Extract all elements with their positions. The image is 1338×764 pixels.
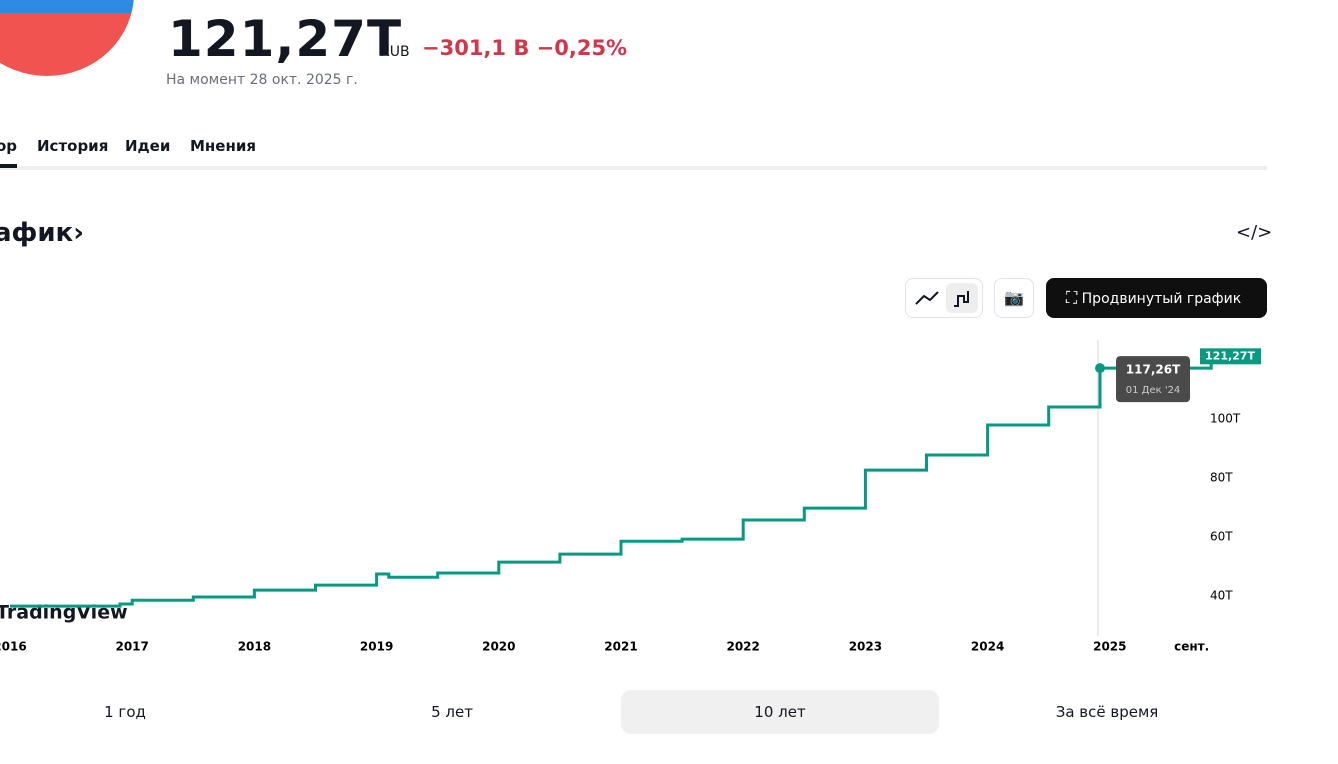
currency: RUB (380, 44, 410, 60)
y-tick-label: 40T (1210, 589, 1233, 603)
x-tick-label: 2020 (482, 640, 515, 654)
tab[interactable]: Мнения (190, 137, 256, 155)
price: 121,27T (168, 10, 403, 68)
last-value-label: 121,27T (1205, 349, 1255, 362)
tab[interactable]: История (37, 137, 109, 155)
tab[interactable]: Идеи (125, 137, 171, 155)
y-tick-label: 60T (1210, 530, 1233, 544)
tabs: ор История Идеи Мнения (0, 134, 1267, 170)
advanced-label: Продвинутый график (1081, 291, 1242, 307)
tooltip-date: 01 Дек '24 (1126, 385, 1181, 396)
x-tick-label: 2022 (726, 640, 759, 654)
price-line (10, 356, 1213, 608)
range-button[interactable]: 1 год (104, 703, 146, 721)
tooltip-value: 117,26T (1126, 363, 1181, 377)
x-tick-label: 2018 (238, 640, 271, 654)
range-button[interactable]: За всё время (1055, 703, 1159, 721)
tab[interactable]: ор (0, 137, 18, 168)
x-tick-label: 2016 (0, 640, 27, 654)
change: −301,1 B −0,25% (422, 36, 628, 60)
as-of: На момент 28 окт. 2025 г. (166, 72, 358, 88)
hover-point (1095, 363, 1106, 374)
range-button[interactable]: 5 лет (431, 703, 473, 721)
x-tick-label: 2025 (1093, 640, 1126, 654)
x-tick-label: 2017 (115, 640, 148, 654)
chart-style-buttons (905, 278, 983, 318)
y-tick-label: 80T (1210, 471, 1233, 485)
x-tick-label: 2023 (849, 640, 882, 654)
x-tick-label: 2021 (604, 640, 637, 654)
screenshot-button[interactable]: 📷 (994, 278, 1034, 318)
y-tick-label: 100T (1210, 412, 1241, 426)
x-tick-label: сент. (1174, 640, 1209, 654)
x-tick-label: 2024 (971, 640, 1004, 654)
last-value-box (1200, 348, 1261, 365)
tooltip-box (1116, 356, 1191, 403)
advanced-button[interactable]: ⛶ Продвинутый график (1046, 278, 1267, 318)
range-button[interactable]: 10 лет (621, 690, 939, 734)
style-icons[interactable] (906, 279, 982, 317)
section-title[interactable]: афик› (0, 218, 84, 248)
x-tick-label: 2019 (360, 640, 393, 654)
embed-icon[interactable]: </> (1236, 222, 1273, 243)
